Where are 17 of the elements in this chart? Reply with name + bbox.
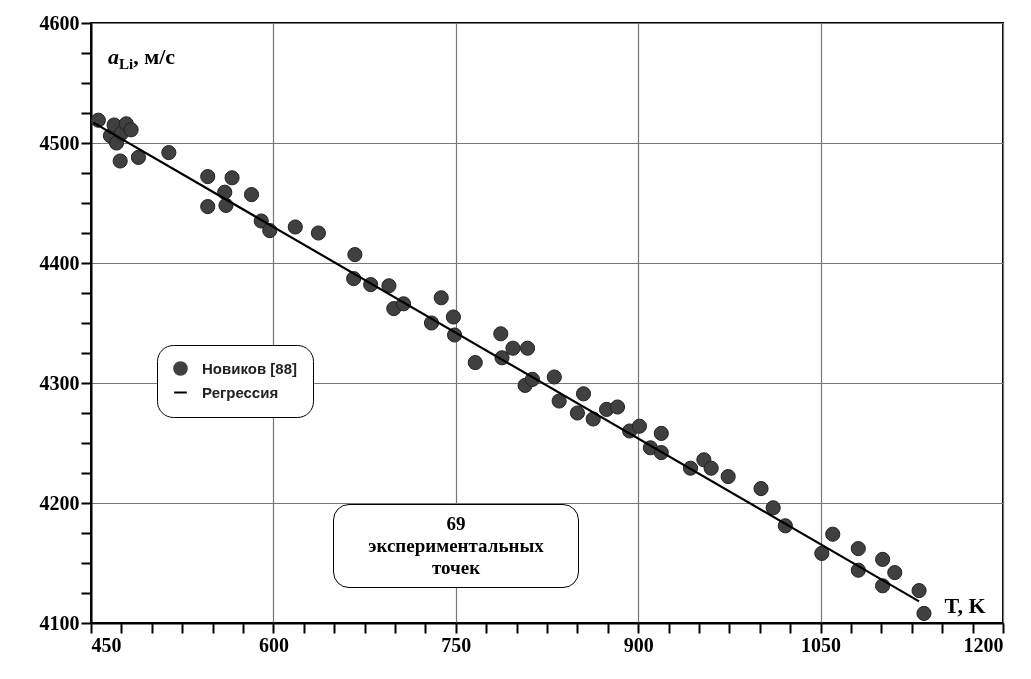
y-tick-label: 4100 [39, 611, 80, 634]
y-tick-label: 4500 [39, 131, 80, 154]
x-tick-label: 1050 [801, 633, 842, 656]
legend-label: Новиков [88] [202, 359, 297, 377]
y-tick-label: 4300 [39, 371, 80, 394]
x-tick-label: 600 [258, 633, 289, 656]
x-tick-label: 450 [91, 633, 122, 656]
y-axis-title: a$_{Li}$, м/с [108, 44, 176, 74]
y-tick-label: 4600 [39, 11, 80, 34]
x-tick-label: 900 [623, 633, 654, 656]
legend-label: Регрессия [202, 383, 279, 401]
y-tick-label: 4200 [39, 491, 80, 514]
note-box: 69 экспериментальных точек [333, 504, 579, 588]
y-tick-label: 4400 [39, 251, 80, 274]
x-axis-title: T, K [944, 592, 986, 618]
x-tick-label: 1200 [963, 633, 1004, 656]
x-tick-label: 750 [441, 633, 472, 656]
